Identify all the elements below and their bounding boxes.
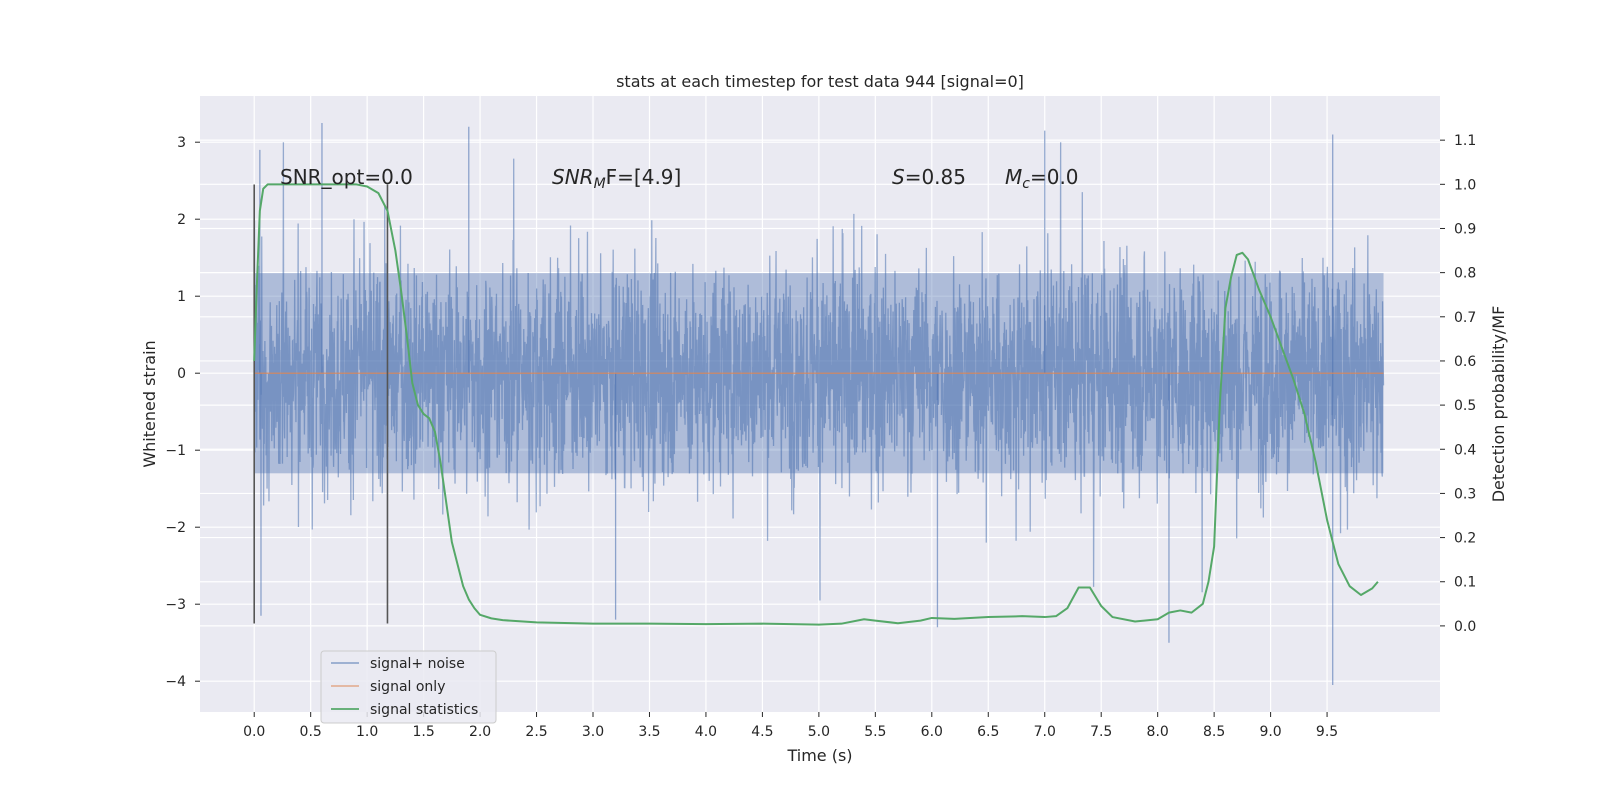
annotation-s: S=0.85 xyxy=(892,165,966,189)
y2-tick-label: 0.0 xyxy=(1454,619,1476,635)
y2-tick-label: 0.6 xyxy=(1454,354,1476,370)
legend-label-signal-only: signal only xyxy=(370,679,445,695)
chart-title: stats at each timestep for test data 944… xyxy=(616,72,1024,91)
annotation-mc-sub: c xyxy=(1022,176,1030,192)
legend-label-signal-noise: signal+ noise xyxy=(370,656,465,672)
y-tick-label: −2 xyxy=(165,520,186,536)
y2-tick-label: 0.3 xyxy=(1454,486,1476,502)
x-tick-label: 8.0 xyxy=(1147,724,1169,740)
x-tick-label: 4.0 xyxy=(695,724,717,740)
annotation-mc-label: M xyxy=(1005,165,1022,189)
y2-tick-label: 0.2 xyxy=(1454,531,1476,547)
x-tick-label: 7.5 xyxy=(1090,724,1112,740)
y-tick-label: −1 xyxy=(165,443,186,459)
annotation-s-label: S xyxy=(892,165,905,189)
y-tick-label: 0 xyxy=(177,366,186,382)
x-tick-label: 3.5 xyxy=(638,724,660,740)
signal-noise-trace xyxy=(253,142,1385,601)
x-axis-ticks: 0.0 0.5 1.0 1.5 2.0 2.5 3.0 3.5 4.0 4.5 5.0 5.5 6.0 6… xyxy=(243,712,1338,740)
y-tick-label: 2 xyxy=(177,212,186,228)
x-tick-label: 5.0 xyxy=(808,724,830,740)
x-tick-label: 7.0 xyxy=(1034,724,1056,740)
y2-tick-label: 0.7 xyxy=(1454,310,1476,326)
x-tick-label: 9.0 xyxy=(1259,724,1281,740)
x-tick-label: 5.5 xyxy=(864,724,886,740)
y2-tick-label: 0.4 xyxy=(1454,442,1476,458)
annotation-snr-mf-sub: M xyxy=(594,176,606,192)
x-tick-label: 3.0 xyxy=(582,724,604,740)
y-axis-label: Whitened strain xyxy=(140,340,159,467)
legend-box xyxy=(320,650,497,724)
annotation-snr-mf: SNRMF=[4.9] xyxy=(552,165,681,192)
x-tick-label: 1.5 xyxy=(412,724,434,740)
x-tick-label: 1.0 xyxy=(356,724,378,740)
y2-tick-label: 1.0 xyxy=(1454,177,1476,193)
vertical-markers xyxy=(253,184,389,624)
annotation-mc-rest: =0.0 xyxy=(1030,165,1079,189)
y-tick-label: −4 xyxy=(165,674,186,690)
signal-statistics-line xyxy=(253,183,1379,626)
x-tick-label: 0.5 xyxy=(300,724,322,740)
y-axis-ticks: 3 2 1 0 −1 −2 −3 −4 xyxy=(165,135,200,690)
legend: signal+ noise signal only signal statist… xyxy=(320,650,497,724)
legend-label-signal-statistics: signal statistics xyxy=(370,702,478,718)
x-tick-label: 6.5 xyxy=(977,724,999,740)
annotation-snr-mf-rest: F=[4.9] xyxy=(606,165,682,189)
x-tick-label: 2.5 xyxy=(525,724,547,740)
y2-tick-label: 0.9 xyxy=(1454,221,1476,237)
y-tick-label: −3 xyxy=(165,597,186,613)
x-tick-label: 4.5 xyxy=(751,724,773,740)
y2-tick-label: 0.1 xyxy=(1454,575,1476,591)
y2-tick-label: 0.8 xyxy=(1454,266,1476,282)
x-tick-label: 2.0 xyxy=(469,724,491,740)
x-tick-label: 8.5 xyxy=(1203,724,1225,740)
annotation-snr-mf-label: SNR xyxy=(552,165,594,189)
x-axis-label: Time (s) xyxy=(786,746,852,765)
x-tick-label: 6.0 xyxy=(921,724,943,740)
series-signal-statistics xyxy=(253,183,1379,626)
x-tick-label: 9.5 xyxy=(1316,724,1338,740)
y2-tick-label: 0.5 xyxy=(1454,398,1476,414)
y2-tick-label: 1.1 xyxy=(1454,133,1476,149)
y2-axis-label: Detection probability/MF xyxy=(1489,306,1508,503)
x-tick-label: 0.0 xyxy=(243,724,265,740)
y-tick-label: 1 xyxy=(177,289,186,305)
annotation-s-rest: =0.85 xyxy=(905,165,966,189)
annotation-mc: Mc=0.0 xyxy=(1005,165,1079,192)
y2-axis-ticks: 1.1 1.0 0.9 0.8 0.7 0.6 0.5 0.4 0.3 0.2 0.1 0.0 xyxy=(1440,133,1476,635)
annotation-snr-opt: SNR_opt=0.0 xyxy=(280,165,413,189)
y-tick-label: 3 xyxy=(177,135,186,151)
